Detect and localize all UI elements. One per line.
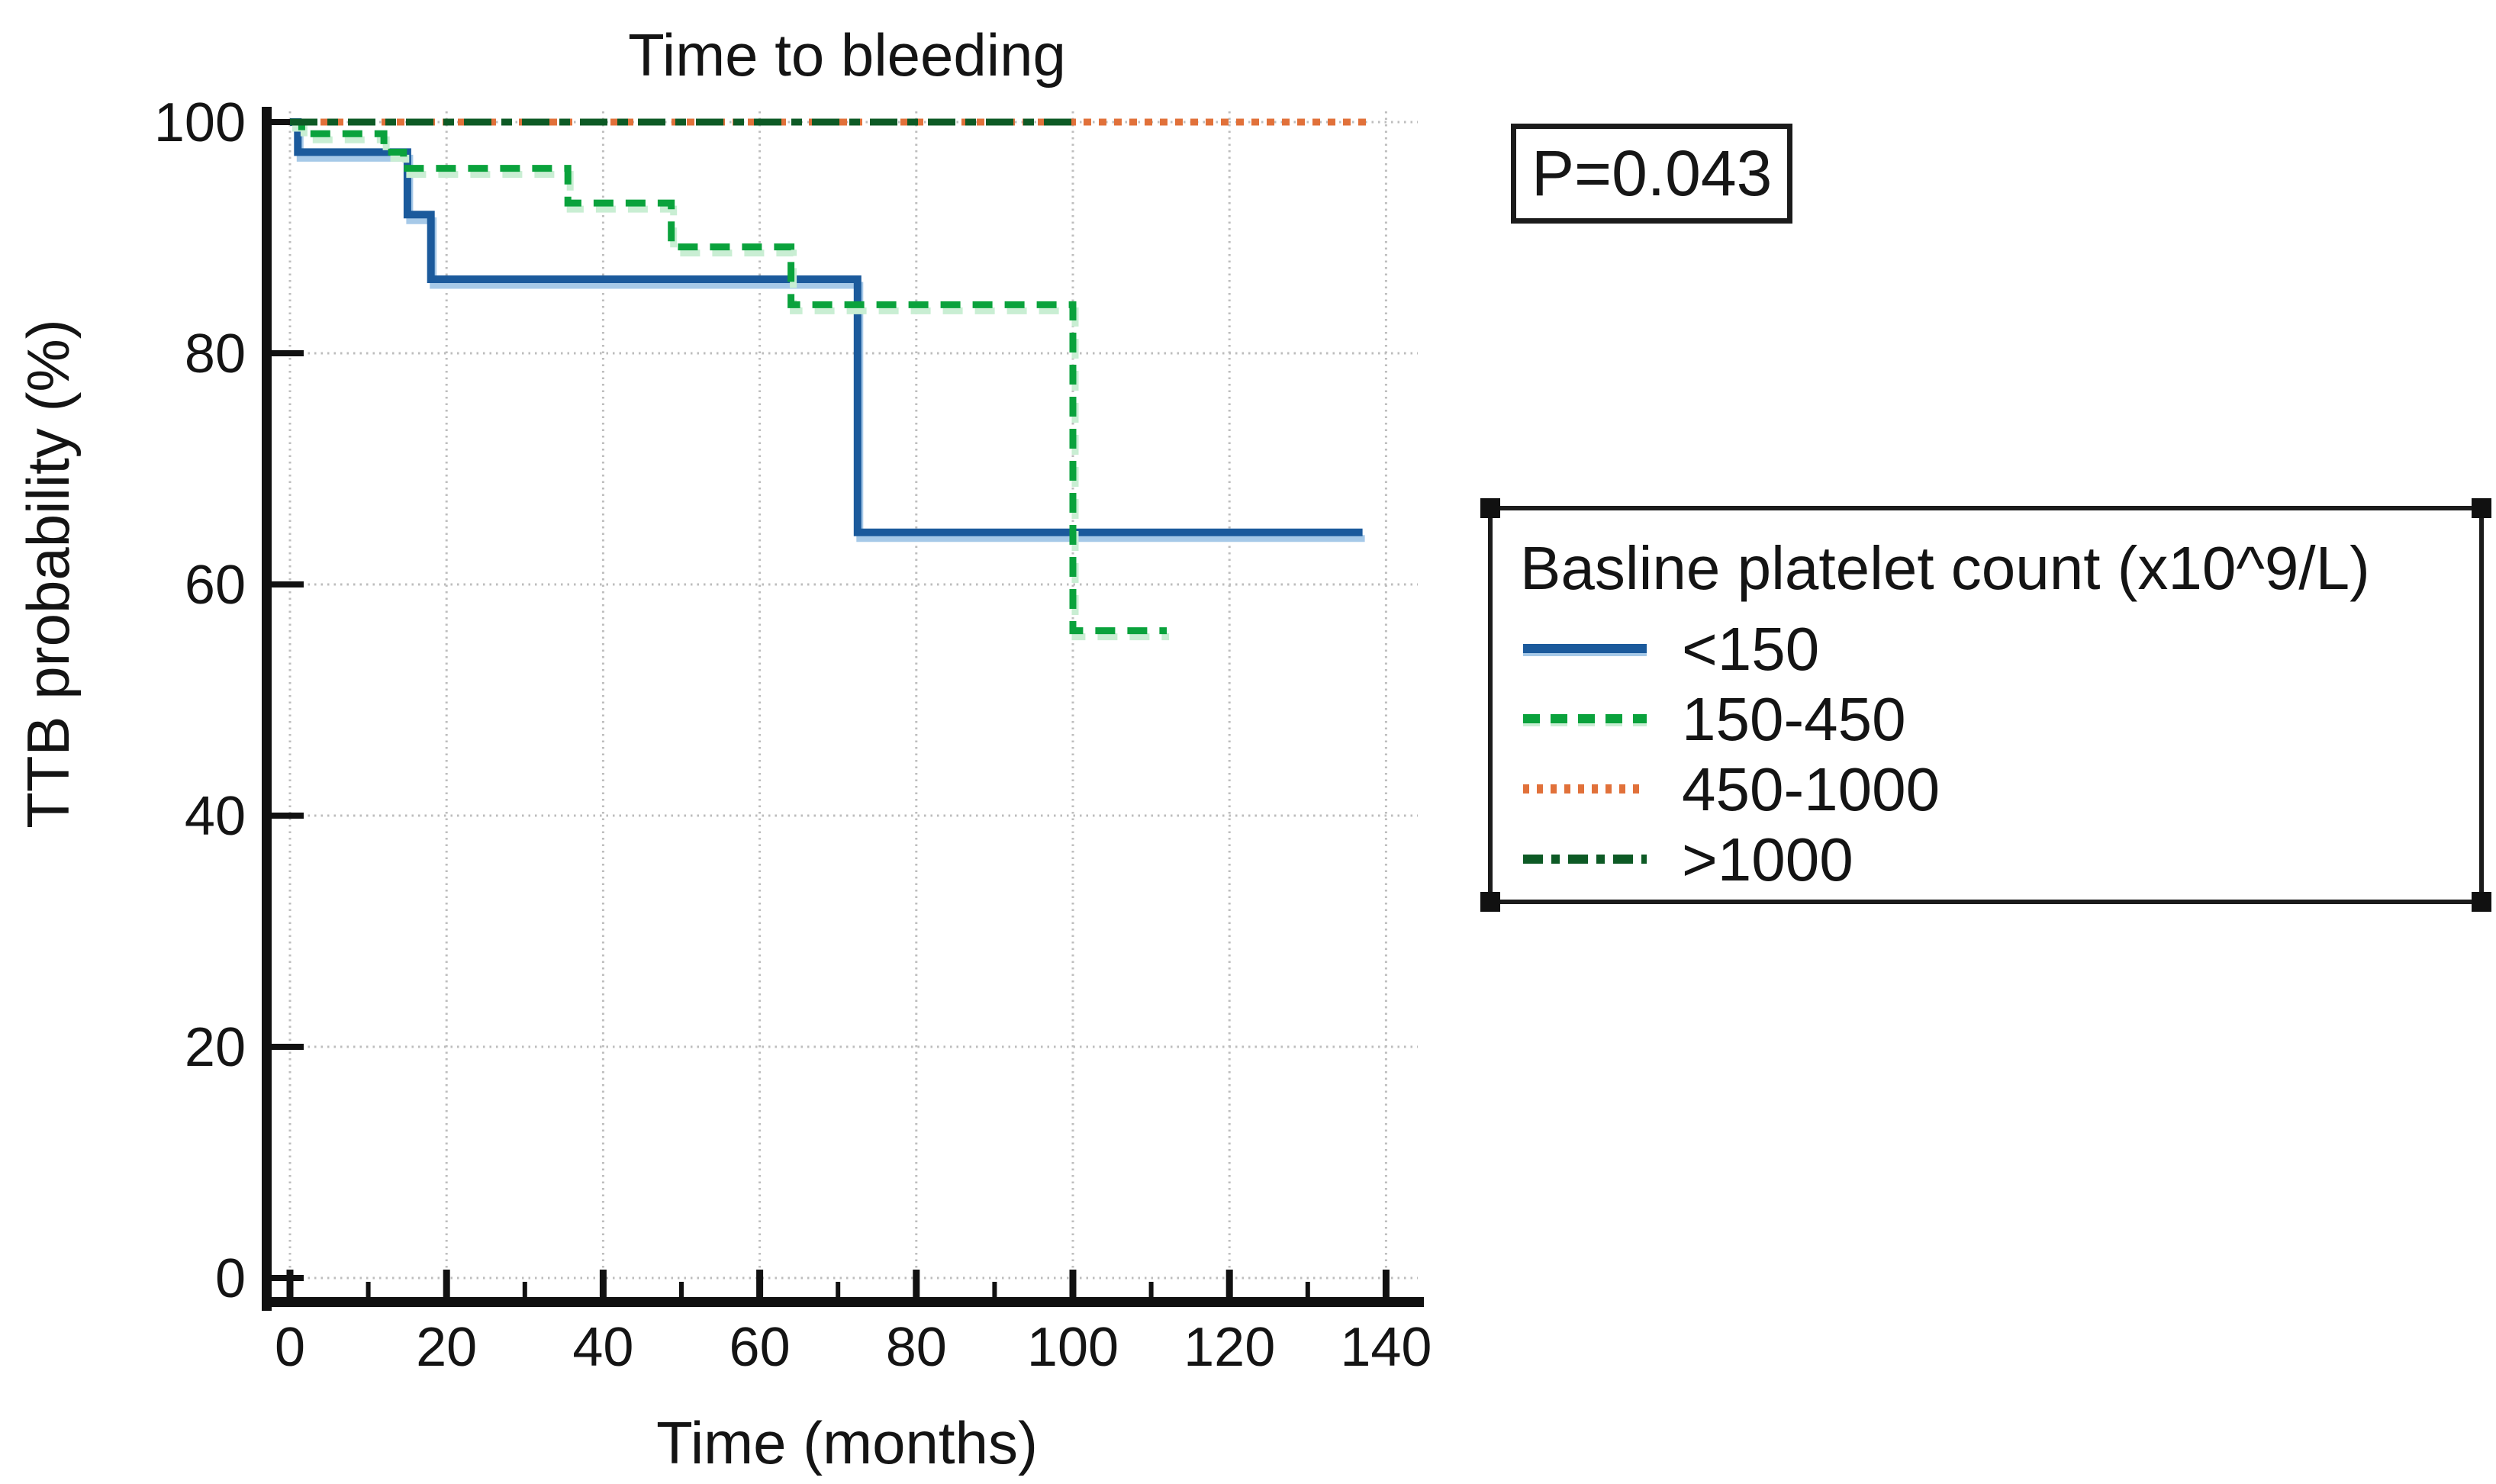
y-tick-label: 100 xyxy=(154,92,246,153)
legend-entries: <150 150-450 450-1000 >1000 xyxy=(1520,614,2456,895)
p-value-box: P=0.043 xyxy=(1511,124,1793,224)
y-tick xyxy=(272,813,304,819)
legend-item-label: <150 xyxy=(1682,615,1820,683)
legend-swatch-150-icon xyxy=(1523,644,1647,656)
x-tick-label: 120 xyxy=(1184,1317,1275,1378)
legend-item: >1000 xyxy=(1520,825,2456,895)
legend-handle-top-left xyxy=(1480,498,1500,518)
y-tick-label: 20 xyxy=(185,1017,246,1078)
x-tick xyxy=(913,1270,920,1297)
x-tick-label: 0 xyxy=(275,1317,305,1378)
y-tick xyxy=(272,1044,304,1050)
x-minor-tick xyxy=(836,1282,841,1297)
legend-item: 150-450 xyxy=(1520,684,2456,755)
x-tick-label: 40 xyxy=(572,1317,633,1378)
x-minor-tick xyxy=(1305,1282,1310,1297)
y-axis-title: TTB probability (%) xyxy=(14,319,82,829)
y-tick-label: 40 xyxy=(185,786,246,847)
legend-box: Basline platelet count (x10^9/L) <150 150… xyxy=(1480,498,2491,912)
p-value-text: P=0.043 xyxy=(1531,137,1773,209)
y-tick xyxy=(272,119,304,125)
x-axis-title: Time (months) xyxy=(656,1409,1038,1476)
series-halo-150-450 xyxy=(292,124,1170,641)
x-minor-tick xyxy=(679,1282,684,1297)
x-tick xyxy=(1382,1270,1390,1297)
x-axis-line xyxy=(262,1297,1424,1307)
chart-title: Time to bleeding xyxy=(628,21,1066,89)
legend-item: <150 xyxy=(1520,614,2456,684)
x-minor-tick xyxy=(366,1282,371,1297)
legend-swatch-150-450-icon xyxy=(1523,714,1647,726)
y-tick-label: 80 xyxy=(185,324,246,385)
x-tick-label: 140 xyxy=(1340,1317,1432,1378)
x-tick xyxy=(756,1270,764,1297)
legend-item-label: >1000 xyxy=(1682,826,1853,893)
x-tick xyxy=(1069,1270,1077,1297)
x-minor-tick xyxy=(1148,1282,1154,1297)
legend-swatch-1000-icon xyxy=(1523,855,1647,864)
legend-item: 450-1000 xyxy=(1520,755,2456,825)
legend-item-label: 150-450 xyxy=(1682,685,1906,753)
x-tick xyxy=(599,1270,607,1297)
x-tick xyxy=(286,1270,294,1297)
series-halo-150 xyxy=(292,124,1365,542)
legend-handle-top-right xyxy=(2472,498,2491,518)
y-tick-label: 60 xyxy=(185,555,246,616)
x-tick-label: 80 xyxy=(886,1317,947,1378)
x-tick xyxy=(443,1270,450,1297)
x-minor-tick xyxy=(992,1282,997,1297)
x-tick-label: 60 xyxy=(729,1317,791,1378)
y-tick xyxy=(272,581,304,587)
y-tick xyxy=(272,350,304,356)
x-tick-label: 20 xyxy=(416,1317,477,1378)
x-minor-tick xyxy=(522,1282,527,1297)
y-axis-line xyxy=(262,107,272,1311)
legend-title: Basline platelet count (x10^9/L) xyxy=(1520,534,2370,602)
y-tick-label: 0 xyxy=(215,1248,246,1309)
x-tick-label: 100 xyxy=(1027,1317,1119,1378)
series-line-150 xyxy=(290,118,1363,536)
series-line-150-450 xyxy=(290,118,1167,635)
legend-handle-bottom-right xyxy=(2472,892,2491,912)
x-tick xyxy=(1225,1270,1233,1297)
legend-swatch-450-1000-icon xyxy=(1523,784,1647,794)
legend-handle-bottom-left xyxy=(1480,892,1500,912)
legend-item-label: 450-1000 xyxy=(1682,755,1940,823)
